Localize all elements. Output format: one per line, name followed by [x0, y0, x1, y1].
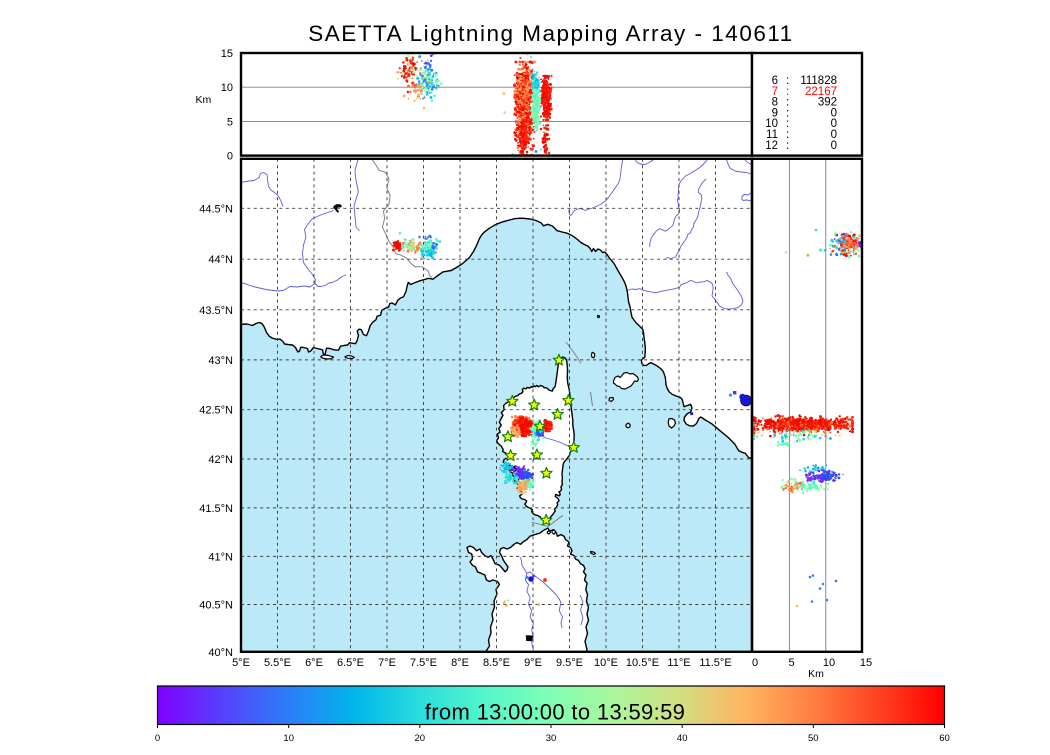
svg-text:40.5°N: 40.5°N: [199, 600, 233, 612]
svg-text:8.5°E: 8.5°E: [483, 657, 510, 669]
svg-text:5: 5: [227, 116, 233, 128]
svg-text:42°N: 42°N: [208, 454, 233, 466]
svg-text:0: 0: [227, 151, 233, 163]
svg-text:11°E: 11°E: [667, 657, 690, 669]
svg-text:SAETTA Lightning Mapping Array: SAETTA Lightning Mapping Array - 140611: [308, 21, 793, 46]
svg-text:11.5°E: 11.5°E: [699, 657, 731, 669]
svg-text:41°N: 41°N: [208, 551, 233, 563]
svg-text:7.5°E: 7.5°E: [410, 657, 437, 669]
svg-text:44°N: 44°N: [208, 254, 233, 266]
svg-text::: :: [786, 140, 789, 152]
svg-text:6.5°E: 6.5°E: [337, 657, 364, 669]
svg-text:10: 10: [221, 82, 233, 94]
svg-text:Km: Km: [196, 94, 212, 106]
svg-text:7°E: 7°E: [378, 657, 396, 669]
svg-text:40°N: 40°N: [208, 647, 233, 659]
svg-text:10.5°E: 10.5°E: [626, 657, 659, 669]
svg-text:0: 0: [831, 140, 837, 152]
svg-text:12: 12: [765, 140, 778, 152]
svg-text:43.5°N: 43.5°N: [199, 305, 233, 317]
svg-text:42.5°N: 42.5°N: [199, 405, 233, 417]
svg-text:9.5°E: 9.5°E: [556, 657, 583, 669]
svg-text:15: 15: [221, 48, 233, 60]
svg-text:5°E: 5°E: [232, 657, 250, 669]
svg-text:44.5°N: 44.5°N: [199, 203, 233, 215]
svg-text:9°E: 9°E: [524, 657, 542, 669]
svg-text:43°N: 43°N: [208, 355, 233, 367]
svg-text:41.5°N: 41.5°N: [199, 503, 233, 515]
svg-text:10°E: 10°E: [594, 657, 618, 669]
svg-text:5.5°E: 5.5°E: [264, 657, 291, 669]
svg-text:6°E: 6°E: [305, 657, 323, 669]
svg-text:8°E: 8°E: [451, 657, 469, 669]
